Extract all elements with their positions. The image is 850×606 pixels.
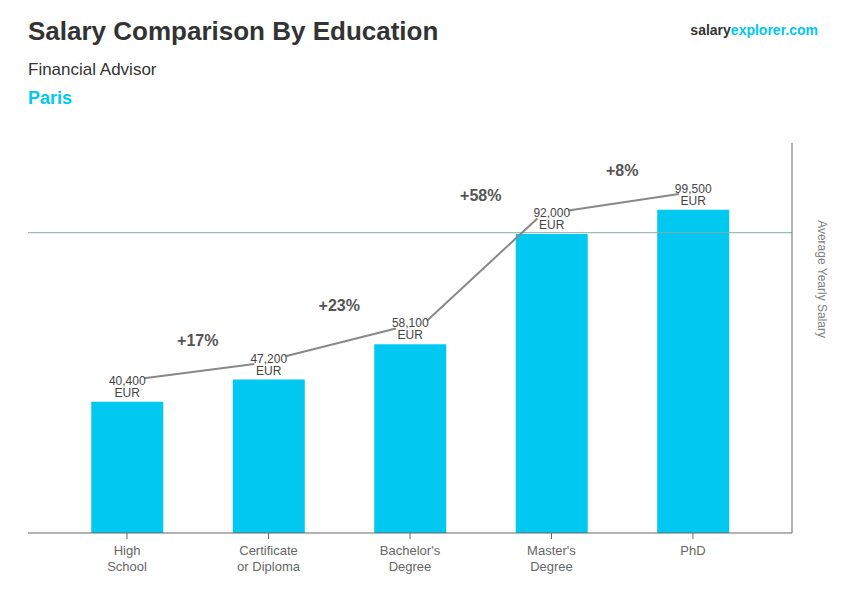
svg-text:92,000EUR: 92,000EUR xyxy=(533,206,570,232)
svg-text:+58%: +58% xyxy=(460,187,501,204)
svg-text:47,200EUR: 47,200EUR xyxy=(250,352,287,378)
svg-text:+8%: +8% xyxy=(606,162,638,179)
svg-text:PhD: PhD xyxy=(680,543,705,558)
svg-text:Average Yearly Salary: Average Yearly Salary xyxy=(815,220,829,338)
svg-text:Bachelor'sDegree: Bachelor'sDegree xyxy=(380,543,441,574)
html-text:Financial Advisor: Financial Advisor xyxy=(28,60,157,79)
svg-text:+23%: +23% xyxy=(319,297,360,314)
svg-text:+17%: +17% xyxy=(177,332,218,349)
html-text:Salary Comparison By Education: Salary Comparison By Education xyxy=(28,16,439,46)
html-text:Paris: Paris xyxy=(28,88,72,108)
svg-text:HighSchool: HighSchool xyxy=(107,543,147,574)
html-text:salary explorer.com: salary explorer.com xyxy=(690,22,818,38)
svg-text:40,400EUR: 40,400EUR xyxy=(109,374,146,400)
svg-text:Master'sDegree: Master'sDegree xyxy=(527,543,576,574)
svg-text:Certificateor Diploma: Certificateor Diploma xyxy=(237,543,301,574)
svg-text:99,500EUR: 99,500EUR xyxy=(675,182,712,208)
svg-text:58,100EUR: 58,100EUR xyxy=(392,316,429,342)
